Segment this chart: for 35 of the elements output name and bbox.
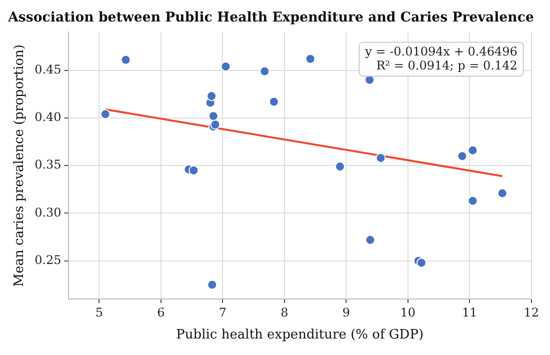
point (305, 54, 316, 64)
x-tick-label: 6 (157, 305, 165, 320)
y-tick-label: 0.45 (34, 62, 62, 76)
chart-title: Association between Public Health Expenditure and Caries Prevalence (7, 10, 534, 26)
y-axis-title: Mean caries prevalence (proportion) (12, 44, 28, 287)
point (457, 151, 468, 162)
annotation: y = -0.01094x + 0.46496 R² = 0.0914; p = 0.142 (364, 44, 518, 72)
point (468, 196, 478, 206)
x-tick-label: 10 (400, 305, 416, 320)
x-tick-label: 7 (218, 305, 226, 320)
point (260, 66, 270, 76)
x-tick-label: 12 (524, 305, 540, 320)
point (208, 111, 218, 122)
x-tick-label: 8 (280, 305, 288, 320)
x-tick-label: 9 (342, 305, 350, 320)
point (268, 96, 279, 107)
y-tick-label: 0.35 (34, 158, 62, 172)
point (497, 188, 508, 198)
point (220, 62, 231, 72)
point (207, 280, 218, 290)
y-tick-label: 0.30 (34, 205, 62, 220)
point (334, 162, 345, 172)
point (120, 54, 131, 65)
y-tick-label: 0.25 (34, 253, 62, 268)
point (376, 152, 386, 163)
point (468, 145, 478, 156)
x-tick-label: 5 (95, 305, 104, 320)
y-tick-label: 0.40 (34, 110, 62, 124)
point (188, 165, 199, 176)
x-axis-title: Public health expenditure (% of GDP) (176, 328, 424, 343)
point (416, 258, 426, 268)
point (365, 234, 376, 245)
point (206, 91, 217, 102)
point (100, 109, 110, 120)
x-tick-label: 11 (462, 305, 478, 320)
